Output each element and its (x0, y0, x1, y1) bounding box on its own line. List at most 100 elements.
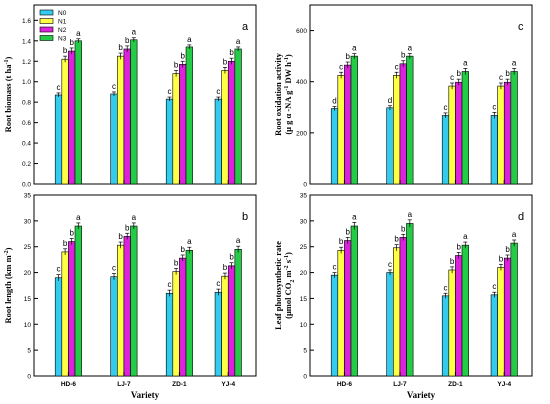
significance-letter: b (180, 51, 185, 60)
bar-n0-yj-4 (490, 294, 498, 377)
significance-letter: a (236, 37, 241, 46)
panel-label: a (242, 21, 249, 33)
bar-n0-hd-6 (330, 274, 339, 377)
significance-letter: d (388, 96, 392, 105)
panel-label: b (242, 211, 248, 223)
bar-n3-hd-6 (74, 40, 82, 185)
panel-a: 0.00.20.40.60.81.01.21.41.6cbbacbbacbbac… (3, 4, 257, 189)
bar-n3-lj-7 (406, 223, 414, 377)
y-tick-label: 600 (296, 28, 307, 35)
y-axis-title-part: -1 (4, 60, 10, 65)
significance-letter: c (492, 102, 496, 111)
x-axis-title: Variety (131, 390, 160, 400)
significance-letter: d (332, 97, 336, 106)
bar-n2-zd-1 (455, 255, 463, 377)
bar-n3-lj-7 (406, 55, 414, 185)
significance-letter: b (174, 258, 179, 267)
y-tick-label: 5 (303, 348, 307, 355)
legend-swatch-n0 (39, 9, 54, 16)
y-axis-title-part: ) (283, 252, 293, 255)
significance-letter: b (63, 46, 68, 55)
category-label: HD-6 (61, 381, 77, 388)
y-axis-title-part: 2 (290, 280, 296, 283)
y-tick-label: 0.8 (22, 100, 31, 107)
significance-letter: a (408, 210, 413, 219)
significance-letter: c (112, 82, 116, 91)
significance-letter: c (216, 279, 220, 288)
y-tick-label: 35 (24, 193, 32, 200)
bar-n1-hd-6 (337, 250, 345, 377)
bar-n2-yj-4 (227, 265, 236, 377)
y-tick-label: 0.0 (22, 182, 31, 189)
significance-letter: b (125, 36, 130, 45)
bar-n0-zd-1 (165, 98, 174, 185)
bar-n2-hd-6 (68, 50, 76, 185)
significance-letter: c (444, 283, 448, 292)
y-axis-title-part: ) (283, 54, 293, 57)
bar-n1-yj-4 (221, 275, 229, 377)
significance-letter: c (444, 103, 448, 112)
significance-letter: b (456, 242, 461, 251)
bar-n1-yj-4 (221, 70, 229, 185)
legend-label: N2 (58, 27, 67, 34)
plot-frame (309, 194, 533, 377)
bar-n2-zd-1 (179, 64, 187, 185)
legend-swatch-n2 (39, 26, 54, 33)
bar-n1-zd-1 (448, 85, 456, 185)
significance-letter: b (505, 245, 510, 254)
y-axis-title-part: Root length (km m (3, 255, 13, 323)
significance-letter: b (345, 52, 350, 61)
y-axis-title: Root biomass (t ha-1) (3, 57, 13, 133)
legend-swatch-n3 (39, 35, 54, 41)
y-axis-title-part: (μ g α -NA g (283, 90, 293, 135)
y-tick-label: 1.4 (22, 38, 31, 45)
bar-n2-yj-4 (503, 81, 512, 185)
bar-n3-zd-1 (461, 71, 469, 185)
significance-letter: b (125, 223, 130, 232)
significance-letter: b (118, 43, 123, 52)
bar-n1-hd-6 (61, 251, 69, 377)
y-axis-title-part: -1 (284, 86, 290, 91)
y-tick-label: 10 (24, 322, 32, 329)
bar-n3-yj-4 (510, 242, 518, 377)
y-tick-label: 400 (296, 79, 307, 86)
significance-letter: a (512, 58, 517, 67)
y-tick-label: 5 (27, 348, 31, 355)
y-tick-label: 0.6 (22, 120, 31, 127)
bar-n2-lj-7 (399, 237, 407, 377)
significance-letter: b (69, 228, 74, 237)
bar-n3-yj-4 (234, 249, 242, 377)
significance-letter: b (180, 245, 185, 254)
significance-letter: c (492, 282, 496, 291)
bar-n2-zd-1 (179, 257, 187, 377)
bar-n2-lj-7 (123, 48, 131, 185)
significance-letter: c (499, 73, 503, 82)
bar-n1-zd-1 (172, 271, 180, 377)
significance-letter: a (187, 237, 192, 246)
significance-letter: c (168, 87, 172, 96)
y-axis-title-line1: Root oxidation activity (273, 52, 283, 135)
significance-letter: b (394, 235, 399, 244)
bar-n1-lj-7 (117, 244, 125, 377)
significance-letter: c (57, 265, 61, 274)
significance-letter: b (450, 257, 455, 266)
significance-letter: c (333, 263, 337, 272)
y-axis-title-part: ) (3, 247, 13, 250)
bar-n0-zd-1 (165, 292, 174, 377)
y-tick-label: 10 (300, 322, 308, 329)
bar-n3-lj-7 (130, 39, 138, 185)
significance-letter: b (118, 232, 123, 241)
bar-n0-yj-4 (490, 115, 498, 185)
bar-n1-zd-1 (448, 269, 456, 377)
significance-letter: b (456, 69, 461, 78)
significance-letter: c (339, 62, 343, 71)
bar-n2-lj-7 (123, 236, 131, 377)
y-axis-title-part: m (283, 270, 293, 279)
significance-letter: a (408, 44, 413, 53)
bar-n3-zd-1 (461, 244, 469, 377)
bar-n0-hd-6 (54, 94, 63, 185)
significance-letter: b (339, 237, 344, 246)
significance-letter: a (187, 35, 192, 44)
